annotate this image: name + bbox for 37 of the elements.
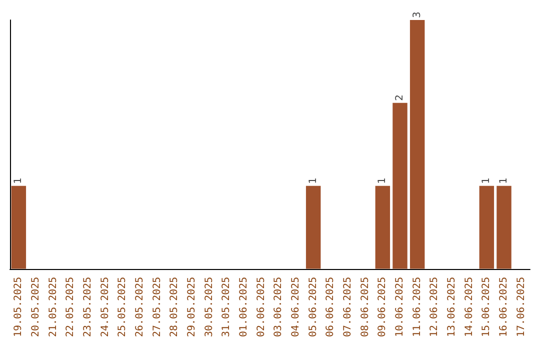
x-tick-label: 25.05.2025 (117, 276, 128, 338)
x-tick-label: 27.05.2025 (152, 276, 163, 338)
x-tick-label: 05.06.2025 (308, 276, 319, 338)
data-label: 3 (412, 12, 423, 18)
x-tick-label: 13.06.2025 (446, 276, 458, 338)
x-tick-label: 06.06.2025 (325, 276, 336, 338)
x-tick-label: 02.06.2025 (256, 276, 267, 338)
x-tick-label: 15.06.2025 (481, 276, 492, 338)
data-label: 1 (498, 177, 510, 184)
data-label: 1 (13, 177, 24, 184)
x-tick-label: 19.05.2025 (13, 276, 24, 338)
x-tick-label: 03.06.2025 (273, 276, 284, 338)
x-tick-label: 09.06.2025 (377, 276, 388, 338)
x-tick-label: 31.05.2025 (221, 276, 232, 338)
x-tick-label: 28.05.2025 (169, 276, 180, 338)
x-tick-label: 04.06.2025 (290, 276, 302, 338)
x-tick-label: 21.05.2025 (48, 276, 59, 338)
data-label: 2 (394, 94, 406, 101)
data-label: 1 (377, 177, 388, 184)
x-tick-label: 07.06.2025 (342, 276, 354, 338)
data-label: 1 (308, 177, 319, 184)
x-tick-label: 29.05.2025 (186, 276, 198, 338)
data-label: 1 (481, 177, 492, 184)
x-tick-label: 11.06.2025 (412, 276, 423, 338)
x-tick-label: 16.06.2025 (498, 276, 510, 338)
x-tick-label: 22.05.2025 (65, 276, 76, 338)
x-tick-label: 01.06.2025 (238, 276, 250, 338)
x-tick-label: 08.06.2025 (360, 276, 371, 338)
x-tick-label: 30.05.2025 (204, 276, 215, 338)
x-tick-label: 12.06.2025 (429, 276, 440, 338)
x-tick-label: 26.05.2025 (134, 276, 146, 338)
x-tick-label: 17.06.2025 (516, 276, 527, 338)
x-tick-label: 10.06.2025 (394, 276, 406, 338)
x-tick-label: 24.05.2025 (100, 276, 111, 338)
x-tick-label: 14.06.2025 (464, 276, 475, 338)
x-tick-label: 20.05.2025 (30, 276, 42, 338)
x-tick-label: 23.05.2025 (82, 276, 94, 338)
